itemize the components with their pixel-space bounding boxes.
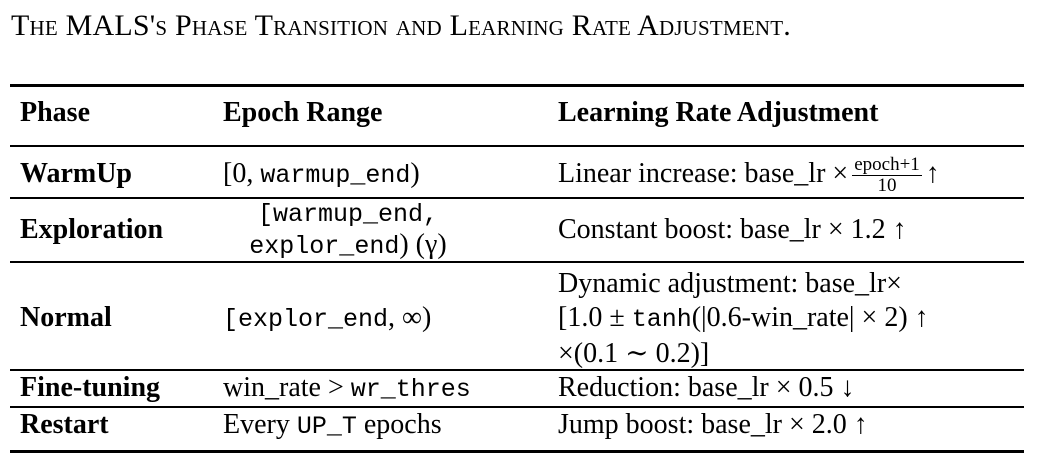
range-text: ) <box>410 158 420 189</box>
lr-adj-fine-tuning: Reduction: base_lr × 0.5 ↓ <box>558 372 855 403</box>
bottom-rule <box>10 450 1024 453</box>
range-text: ) (γ) <box>399 229 447 260</box>
lr-adj-warmup: Linear increase: base_lr × epoch+1 10 ↑ <box>558 155 940 196</box>
lr-adj-restart: Jump boost: base_lr × 2.0 ↑ <box>558 409 868 440</box>
range-code: [explor_end <box>223 305 389 334</box>
adj-text: [1.0 ± <box>558 302 632 333</box>
row-rule <box>10 261 1024 263</box>
adj-text: Linear increase: base_lr × <box>558 157 849 189</box>
epoch-range-warmup: [0, warmup_end) <box>223 159 420 191</box>
row-rule <box>10 197 1024 199</box>
adj-code: tanh <box>631 305 692 334</box>
table-caption: The MALS's Phase Transition and Learning… <box>11 9 791 42</box>
adj-line: Dynamic adjustment: base_lr× <box>558 268 902 299</box>
up-arrow: ↑ <box>925 157 940 189</box>
range-code: explor_end <box>249 232 400 261</box>
row-rule <box>10 369 1024 371</box>
range-text: win_rate > <box>223 372 351 403</box>
header-phase: Phase <box>20 97 90 128</box>
range-code: warmup_end <box>260 161 411 190</box>
header-lr-adjustment: Learning Rate Adjustment <box>558 97 879 128</box>
epoch-range-exploration: [warmup_end, explor_end) (γ) <box>223 200 473 262</box>
fraction-denominator: 10 <box>877 175 897 196</box>
adj-text: (|0.6-win_rate| × 2) ↑ <box>691 302 929 333</box>
adj-line: ×(0.1 ∼ 0.2)] <box>558 338 710 369</box>
epoch-range-normal: [explor_end, ∞) <box>223 303 431 335</box>
phase-exploration: Exploration <box>20 214 164 245</box>
header-rule <box>10 145 1024 147</box>
phase-restart: Restart <box>20 409 109 440</box>
phase-normal: Normal <box>20 302 112 333</box>
phase-table: Phase Epoch Range Learning Rate Adjustme… <box>10 84 1024 455</box>
phase-warmup: WarmUp <box>20 158 132 189</box>
epoch-range-restart: Every UP_T epochs <box>223 410 442 442</box>
header-epoch-range: Epoch Range <box>223 97 383 128</box>
phase-fine-tuning: Fine-tuning <box>20 372 161 403</box>
row-rule <box>10 406 1024 408</box>
range-code: wr_thres <box>350 375 471 404</box>
range-code: UP_T <box>296 412 357 441</box>
fraction-numerator: epoch+1 <box>852 154 922 176</box>
range-text: , ∞) <box>388 302 432 333</box>
epoch-range-fine-tuning: win_rate > wr_thres <box>223 373 471 405</box>
range-text: Every <box>223 409 297 440</box>
top-rule <box>10 84 1024 87</box>
lr-adj-exploration: Constant boost: base_lr × 1.2 ↑ <box>558 214 907 245</box>
lr-adj-normal: Dynamic adjustment: base_lr× [1.0 ± tanh… <box>558 267 929 371</box>
fraction: epoch+1 10 <box>852 155 922 196</box>
range-text: epochs <box>356 409 442 440</box>
range-line: [warmup_end, <box>257 200 439 229</box>
range-text: [0, <box>223 158 261 189</box>
